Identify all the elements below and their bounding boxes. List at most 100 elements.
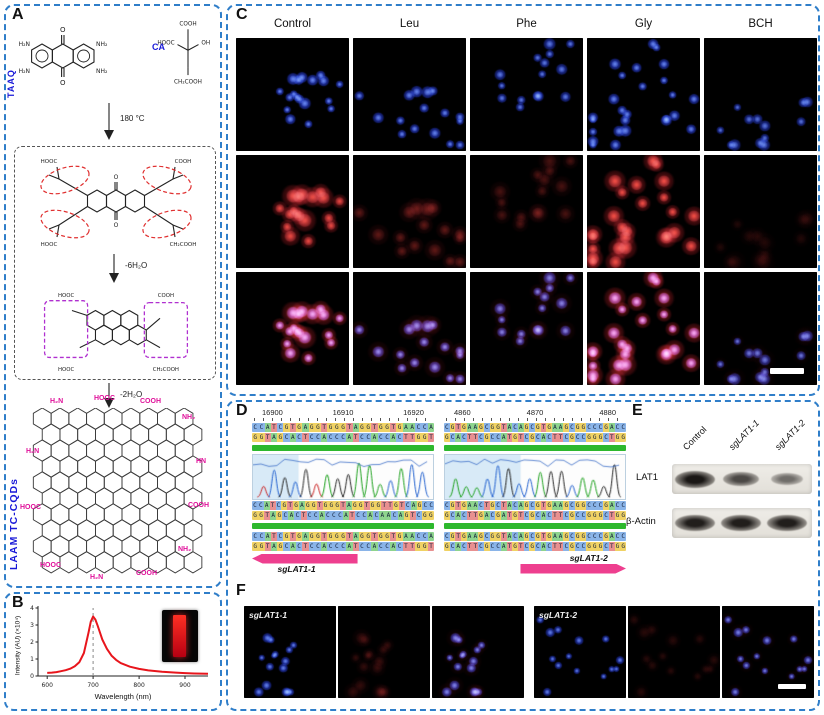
base: C (483, 423, 490, 432)
base: G (563, 531, 570, 541)
base: G (365, 531, 372, 541)
base: T (455, 531, 462, 541)
base: C (512, 531, 518, 541)
base: C (428, 500, 434, 510)
group-label-sglat1-1: sgLAT1-1 (249, 610, 288, 620)
base: A (427, 423, 434, 432)
base: G (283, 531, 290, 541)
base: C (444, 500, 450, 510)
base: G (393, 500, 399, 510)
base: A (506, 423, 513, 432)
base: C (597, 531, 604, 541)
group-label: HOOC (157, 41, 174, 47)
base: G (586, 433, 592, 442)
base: G (383, 531, 391, 541)
confocal-image (534, 606, 626, 698)
x-axis-label: Wavelength (nm) (94, 692, 152, 701)
base: T (346, 423, 353, 432)
base: G (449, 531, 456, 541)
base: T (390, 531, 397, 541)
base: C (569, 531, 575, 541)
confocal-image (353, 272, 466, 385)
base: C (314, 433, 322, 442)
base: C (327, 433, 334, 442)
group-label: CH₂COOH (170, 242, 197, 248)
base: C (546, 510, 553, 520)
lane-label-sglat1-1: sgLAT1-1 (726, 417, 762, 452)
base: G (358, 531, 366, 541)
svg-text:600: 600 (41, 682, 53, 689)
base: G (569, 433, 575, 442)
base: G (529, 433, 535, 442)
base: C (546, 541, 553, 551)
base: G (314, 531, 322, 541)
base: G (334, 500, 341, 510)
base: A (409, 423, 416, 432)
base: G (396, 423, 403, 432)
base: C (483, 531, 490, 541)
base: G (546, 500, 553, 510)
reaction-condition: 180 °C (120, 114, 145, 123)
base: G (421, 541, 428, 551)
base: G (574, 500, 581, 510)
base: C (422, 500, 429, 510)
base: C (580, 510, 587, 520)
emission-spectrum-chart: 600 700 800 900 0 1 2 3 4 (30, 605, 209, 689)
base: T (540, 423, 547, 432)
base: C (614, 423, 621, 432)
base: A (321, 541, 328, 551)
edge-group-label: COOH (136, 570, 157, 577)
base: A (472, 500, 479, 510)
base: G (358, 423, 366, 432)
svg-text:3: 3 (30, 622, 34, 629)
base: C (461, 433, 467, 442)
svg-text:O: O (114, 222, 119, 229)
base: G (276, 510, 283, 520)
base: C (591, 423, 598, 432)
base: G (421, 433, 428, 442)
alignment-bar (444, 522, 626, 529)
base: T (340, 500, 346, 510)
base: C (591, 500, 598, 510)
base: C (563, 433, 570, 442)
column-header-gly: Gly (634, 18, 653, 30)
base: C (489, 433, 496, 442)
lane-label-control: Control (680, 424, 709, 452)
base: T (270, 423, 278, 432)
base: G (591, 510, 598, 520)
base: C (339, 433, 347, 442)
base: G (478, 531, 484, 541)
base: G (258, 433, 265, 442)
base: C (580, 433, 587, 442)
confocal-image (704, 272, 817, 385)
base: G (308, 531, 315, 541)
base: T (455, 500, 462, 510)
alignment-bar (252, 522, 434, 529)
protein-band (723, 471, 759, 487)
base: G (252, 541, 259, 551)
base: A (289, 433, 296, 442)
base: A (342, 510, 349, 520)
base: C (396, 541, 403, 551)
group-label: HOOC (58, 367, 75, 373)
group-label: CH₂COOH (174, 80, 202, 86)
alignment-bar (444, 445, 626, 451)
panel-label-a: A (12, 6, 24, 23)
base: C (563, 541, 570, 551)
base: A (455, 510, 462, 520)
confocal-image (704, 155, 817, 268)
base: C (275, 500, 282, 510)
base: C (614, 531, 621, 541)
base: T (371, 423, 378, 432)
position-ruler: 16900 16910 16920 (252, 408, 434, 417)
base: C (586, 531, 592, 541)
base: A (321, 433, 328, 442)
base: T (349, 510, 356, 520)
reaction-condition: -2H₂O (120, 390, 143, 399)
base: G (333, 531, 340, 541)
base: C (415, 423, 422, 432)
base: A (506, 531, 513, 541)
base: C (620, 423, 626, 432)
